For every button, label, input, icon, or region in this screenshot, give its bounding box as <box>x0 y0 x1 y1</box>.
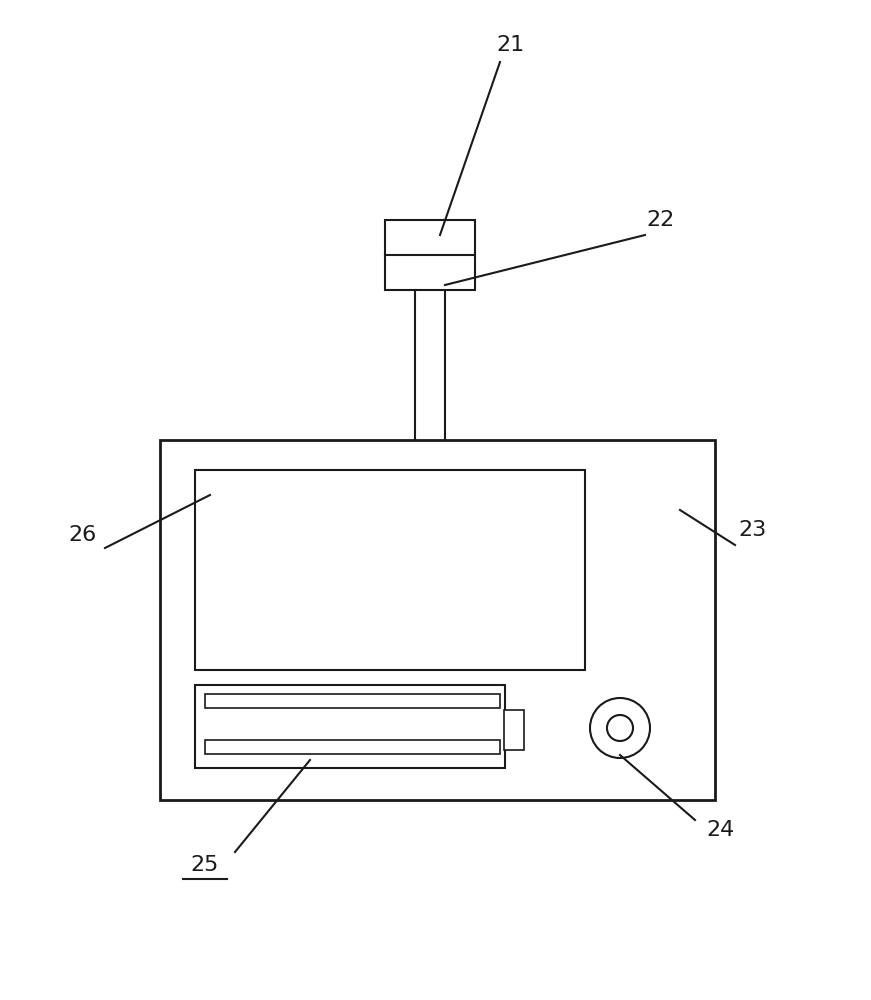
Text: 21: 21 <box>496 35 524 55</box>
Bar <box>205 694 500 708</box>
Bar <box>195 685 505 768</box>
Bar <box>385 220 475 290</box>
Text: 24: 24 <box>706 820 734 840</box>
Circle shape <box>607 715 633 741</box>
Text: 25: 25 <box>191 855 219 875</box>
Text: 26: 26 <box>68 525 96 545</box>
Text: 22: 22 <box>646 210 674 230</box>
Bar <box>160 440 715 800</box>
Circle shape <box>590 698 650 758</box>
Bar <box>504 710 524 750</box>
Text: 23: 23 <box>738 520 766 540</box>
Bar <box>195 470 585 670</box>
Bar <box>205 740 500 754</box>
